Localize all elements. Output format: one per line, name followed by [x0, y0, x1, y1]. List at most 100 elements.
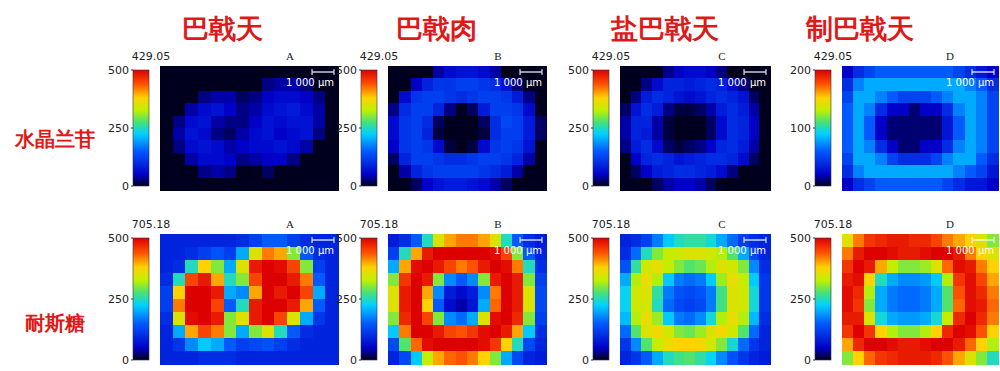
heatmap-cell: [399, 273, 411, 287]
heatmap-cell: [942, 128, 954, 141]
heatmap-cell: [262, 153, 275, 166]
heatmap-cell: [236, 338, 249, 352]
heatmap-cell: [433, 116, 445, 129]
heatmap-cell: [444, 325, 456, 339]
heatmap-cell: [853, 140, 865, 153]
heatmap-cell: [953, 273, 965, 287]
heatmap-cell: [388, 116, 400, 129]
heatmap-cell: [388, 128, 400, 141]
heatmap-cell: [300, 260, 313, 274]
heatmap-cell: [706, 116, 717, 129]
heatmap-cell: [456, 116, 468, 129]
heatmap-cell: [663, 103, 674, 116]
heatmap-cell: [211, 128, 224, 141]
heatmap-cell: [173, 325, 186, 339]
heatmap-cell: [411, 260, 423, 274]
heatmap-cell: [211, 91, 224, 104]
colorbar-tick: [359, 70, 361, 71]
heatmap-cell: [620, 286, 631, 300]
heatmap-cell: [490, 165, 502, 178]
heatmap-cell: [198, 103, 211, 116]
scale-bar: [312, 239, 334, 240]
heatmap-cell: [313, 286, 326, 300]
heatmap-cell: [864, 273, 876, 287]
heatmap-cell: [236, 273, 249, 287]
heatmap-cell: [875, 91, 887, 104]
heatmap-cell: [898, 325, 910, 339]
heatmap-cell: [631, 273, 642, 287]
heatmap-cell: [262, 178, 275, 191]
scale-bar: [520, 239, 542, 240]
heatmap-cell: [388, 153, 400, 166]
heatmap-cell: [976, 153, 988, 166]
scale-bar-label: 1 000 μm: [718, 245, 766, 256]
heatmap-cell: [173, 286, 186, 300]
heatmap-cell: [422, 91, 434, 104]
heatmap-cell: [864, 260, 876, 274]
heatmap-cell: [920, 66, 932, 79]
heatmap-cell: [620, 165, 631, 178]
heatmap-cell: [535, 103, 547, 116]
heatmap-cell: [399, 286, 411, 300]
heatmap-cell: [444, 260, 456, 274]
heatmap-cell: [300, 299, 313, 313]
heatmap-cell: [185, 178, 198, 191]
heatmap-cell: [160, 338, 173, 352]
heatmap-cell: [965, 338, 977, 352]
heatmap-cell: [898, 153, 910, 166]
scale-bar: [766, 237, 767, 243]
heatmap-cell: [456, 312, 468, 326]
heatmap-cell: [467, 273, 479, 287]
heatmap-cell: [920, 338, 932, 352]
heatmap-cell: [198, 273, 211, 287]
heatmap-cell: [467, 128, 479, 141]
heatmap-cell: [444, 78, 456, 91]
colorbar-tick-label: 0: [122, 354, 129, 367]
heatmap-cell: [198, 165, 211, 178]
heatmap-cell: [620, 312, 631, 326]
heatmap-cell: [411, 91, 423, 104]
heatmap-cell: [388, 325, 400, 339]
heatmap-cell: [399, 140, 411, 153]
heatmap-cell: [198, 66, 211, 79]
heatmap-cell: [631, 247, 642, 261]
heatmap-cells: [160, 234, 339, 365]
heatmap-cell: [262, 351, 275, 365]
panel-letter: D: [946, 218, 954, 230]
heatmap-cell: [490, 351, 502, 365]
heatmap-cell: [300, 338, 313, 352]
heatmap-cell: [262, 66, 275, 79]
heatmap-cell: [456, 338, 468, 352]
heatmap-cell: [456, 299, 468, 313]
heatmap-cell: [695, 140, 706, 153]
heatmap-cell: [987, 178, 999, 191]
heatmap-cell: [853, 178, 865, 191]
heatmap-cell: [652, 286, 663, 300]
heatmap-cell: [456, 153, 468, 166]
colorbar-tick: [813, 128, 815, 129]
heatmap-cell: [198, 116, 211, 129]
heatmap-cell: [433, 299, 445, 313]
heatmap-cell: [160, 178, 173, 191]
heatmap-cell: [749, 338, 760, 352]
heatmap-cell: [706, 325, 717, 339]
heatmap-cell: [965, 260, 977, 274]
heatmap-cell: [523, 338, 535, 352]
heatmap-cell: [875, 234, 887, 248]
heatmap-cell: [478, 312, 490, 326]
heatmap-cell: [185, 338, 198, 352]
heatmap-cell: [388, 234, 400, 248]
heatmap-cell: [422, 66, 434, 79]
heatmap-cell: [620, 153, 631, 166]
heatmap-cell: [976, 260, 988, 274]
heatmap-cell: [444, 234, 456, 248]
heatmap-cell: [864, 128, 876, 141]
heatmap-cell: [942, 260, 954, 274]
heatmap-cell: [727, 103, 738, 116]
colorbar-tick-label: 500: [108, 64, 129, 77]
heatmap-cell: [875, 286, 887, 300]
heatmap-cell: [987, 286, 999, 300]
heatmap-cell: [727, 325, 738, 339]
heatmap-cell: [620, 247, 631, 261]
heatmap-cell: [842, 299, 854, 313]
